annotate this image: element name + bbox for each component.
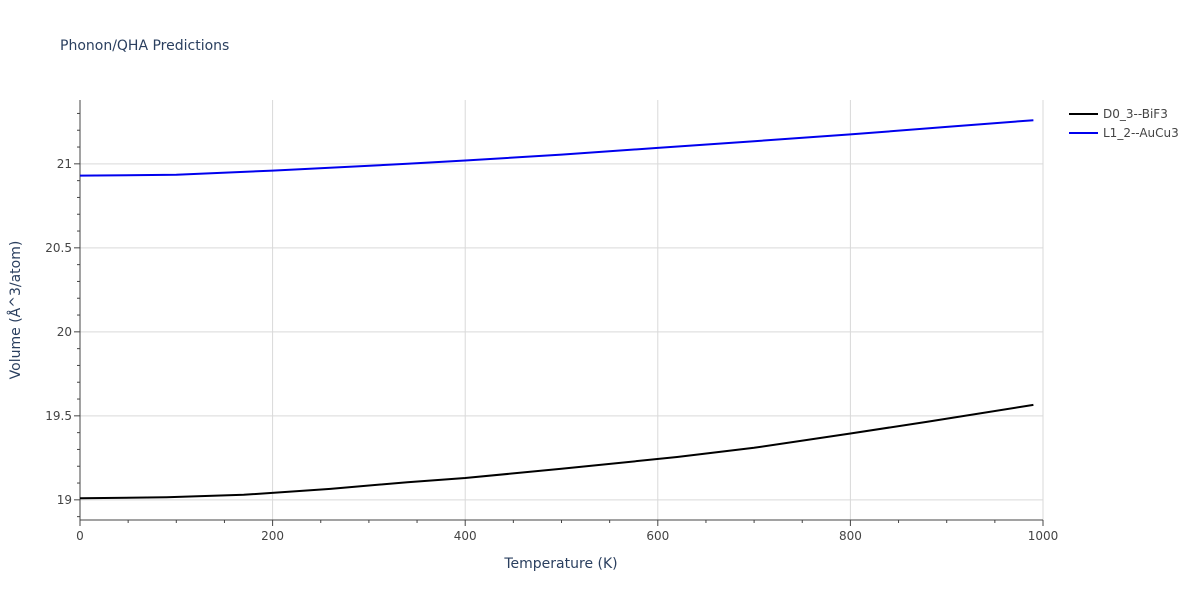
- y-tick-label: 19.5: [45, 409, 72, 423]
- x-axis-title: Temperature (K): [503, 556, 617, 572]
- y-tick-label: 19: [57, 493, 72, 507]
- axes: [79, 100, 1043, 521]
- y-tick-label: 20.5: [45, 241, 72, 255]
- chart-title: Phonon/QHA Predictions: [60, 38, 229, 54]
- legend-item[interactable]: D0_3--BiF3: [1069, 107, 1168, 121]
- x-tick-label: 600: [646, 529, 669, 543]
- legend[interactable]: D0_3--BiF3 L1_2--AuCu3: [1069, 107, 1179, 140]
- series-line: [79, 403, 1034, 500]
- y-tick-label: 20: [57, 325, 72, 339]
- x-tick-label: 0: [76, 529, 84, 543]
- series-group: [79, 119, 1034, 500]
- grid: [80, 100, 1044, 520]
- legend-label: L1_2--AuCu3: [1103, 126, 1179, 140]
- x-tick-label: 1000: [1028, 529, 1059, 543]
- x-axis-ticks: 0 200 400 600 800 1000: [76, 520, 1058, 543]
- x-tick-label: 800: [839, 529, 862, 543]
- legend-label: D0_3--BiF3: [1103, 107, 1168, 121]
- x-tick-label: 200: [261, 529, 284, 543]
- y-tick-label: 21: [57, 157, 72, 171]
- x-tick-label: 400: [454, 529, 477, 543]
- y-axis-title: Volume (Å^3/atom): [7, 241, 24, 380]
- y-axis-ticks: 19 19.5 20 20.5 21: [45, 112, 80, 518]
- legend-item[interactable]: L1_2--AuCu3: [1069, 126, 1179, 140]
- series-line: [79, 119, 1034, 177]
